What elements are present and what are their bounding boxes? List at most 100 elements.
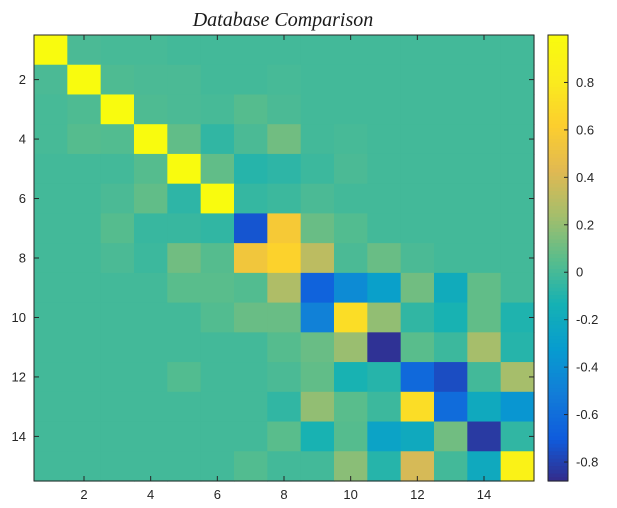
heatmap-cell [300,362,335,393]
colorbar-segment [548,75,568,81]
heatmap-cell [400,391,435,423]
colorbar-segment [548,284,568,289]
colorbar-segment [548,454,568,460]
heatmap-cell [267,124,302,155]
heatmap-cell [434,213,468,244]
colorbar-segment [548,53,568,58]
colorbar-segment [548,116,568,122]
heatmap-cell [200,35,235,66]
heatmap-cell [434,64,468,96]
colorbar-segment [548,146,568,151]
heatmap-cell [400,302,435,333]
heatmap-cell [200,302,235,333]
colorbar-segment [548,373,568,378]
heatmap-cell [400,243,435,274]
heatmap-cell [67,302,102,333]
heatmap-cell [367,243,402,274]
heatmap-cell [267,243,302,274]
colorbar-tick-label: -0.8 [576,455,598,470]
heatmap-cell [300,213,335,244]
heatmap-cell [300,124,335,155]
heatmap-cell [134,124,168,155]
colorbar-segment [548,213,568,218]
colorbar-segment [548,191,568,196]
colorbar-segment [548,49,568,55]
colorbar-segment [548,414,568,419]
colorbar-segment [548,243,568,248]
colorbar-segment [548,317,568,322]
heatmap-cell [134,213,168,244]
heatmap-cell [300,332,335,363]
heatmap-cell [434,94,468,125]
heatmap-cell [34,213,68,244]
colorbar-tick-label: 0.8 [576,75,594,90]
y-tick-label: 14 [12,429,26,444]
colorbar-segment [548,347,568,352]
heatmap-cell [67,35,102,66]
colorbar-segment [548,61,568,66]
colorbar-segment [548,209,568,214]
colorbar-segment [548,384,568,389]
heatmap-cell [134,272,168,304]
colorbar-segment [548,120,568,125]
colorbar-segment [548,113,568,118]
colorbar-segment [548,376,568,382]
heatmap-cell [167,213,202,244]
heatmap-cell [267,272,302,304]
heatmap-cell [134,183,168,214]
colorbar-segment [548,410,568,415]
heatmap-cell [34,64,68,96]
heatmap-cell [267,362,302,393]
heatmap-cell [100,64,135,96]
heatmap-cell [234,362,268,393]
heatmap-cell [234,153,268,185]
heatmap-cell [434,302,468,333]
heatmap-cell [167,243,202,274]
heatmap-cell [400,213,435,244]
colorbar-segment [548,406,568,411]
colorbar-segment [548,105,568,110]
heatmap-cell [500,362,535,393]
colorbar-segment [548,380,568,385]
colorbar-segment [548,466,568,471]
heatmap-cell [200,391,235,423]
colorbar-segment [548,142,568,148]
heatmap-cell [134,35,168,66]
heatmap-cell [334,332,368,363]
colorbar-tick-label: 0.6 [576,122,594,137]
colorbar-segment [548,313,568,319]
colorbar-segment [548,217,568,222]
colorbar-segment [548,57,568,62]
heatmap-cell [367,64,402,96]
x-axis: 2 4 6 8 10 12 14 [80,35,491,502]
heatmap-cell [167,272,202,304]
colorbar-segment [548,220,568,226]
y-tick-label: 2 [19,72,26,87]
colorbar-segment [548,79,568,84]
colorbar-segment [548,287,568,293]
heatmap-cell [334,153,368,185]
heatmap-cell [500,272,535,304]
heatmap-cell [300,153,335,185]
heatmap-cell [267,183,302,214]
heatmap-cell [300,272,335,304]
heatmap-cell [400,153,435,185]
colorbar-segment [548,90,568,96]
heatmap-cell [134,302,168,333]
heatmap-cell [234,94,268,125]
heatmap-cell [67,64,102,96]
heatmap-cell [100,35,135,66]
colorbar-segment [548,68,568,73]
colorbar-segment [548,388,568,393]
colorbar-segment [548,417,568,423]
colorbar-segment [548,395,568,400]
heatmap-cell [434,183,468,214]
colorbar-segment [548,157,568,162]
heatmap-cell [367,362,402,393]
colorbar-segment [548,235,568,241]
heatmap-cell [300,64,335,96]
colorbar-segment [548,98,568,103]
heatmap-cell [500,421,535,452]
colorbar-segment [548,139,568,144]
heatmap-cell [367,332,402,363]
